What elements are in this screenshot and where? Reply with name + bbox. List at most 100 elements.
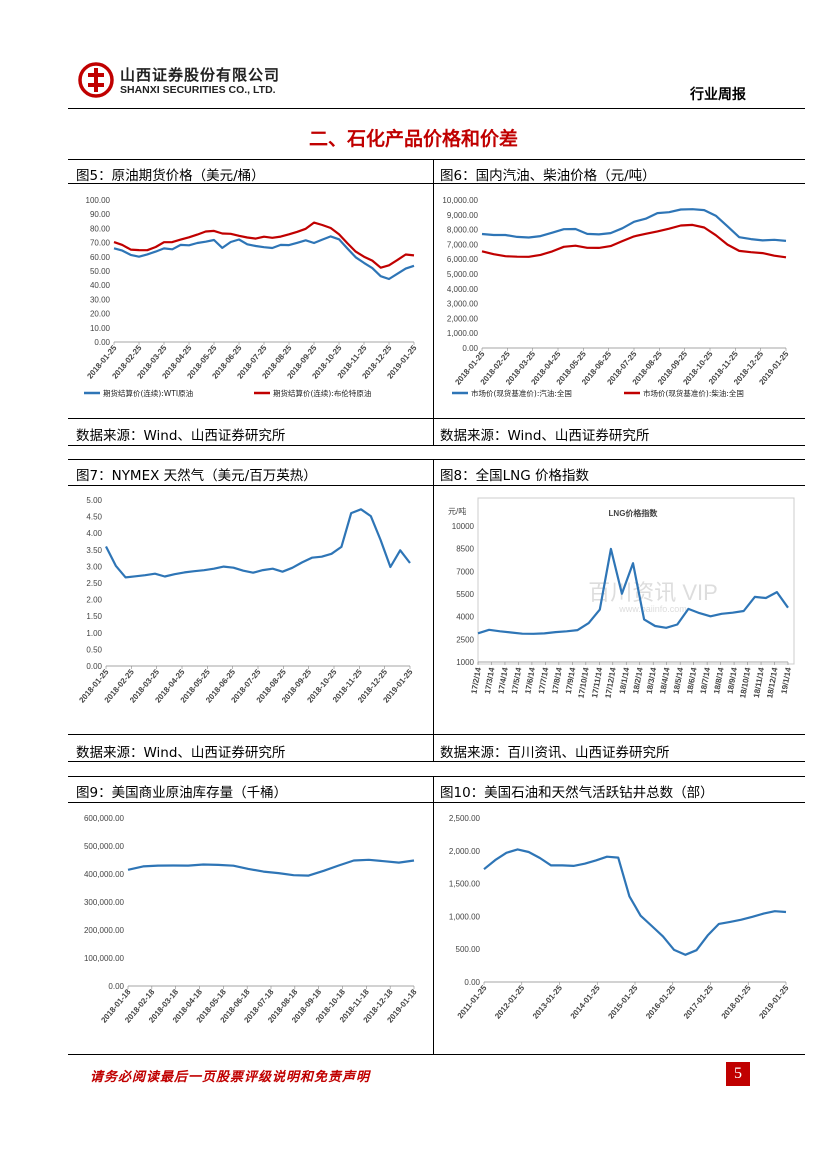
- series-line-0: [481, 208, 787, 242]
- y-tick-label: 0.00: [94, 338, 110, 347]
- fig5-chart: 0.00 10.00 20.00 30.00 40.00 50.00 60.00 70.00 8…: [84, 196, 419, 398]
- x-tick-label: 18/3/14: [645, 666, 659, 694]
- x-tick-label: 18/9/14: [726, 666, 740, 694]
- y-tick-label: 40.00: [90, 281, 111, 290]
- grid-rule: [68, 459, 805, 460]
- y-tick-label: 1,000.00: [447, 329, 479, 338]
- y-tick-label: 1,000.00: [449, 912, 481, 921]
- grid-rule: [68, 761, 805, 762]
- y-tick-label: 2500: [456, 635, 474, 644]
- x-tick-label: 17/8/14: [550, 666, 564, 694]
- header-rule: [68, 108, 805, 109]
- y-tick-label: 100,000.00: [84, 954, 125, 963]
- fig5-title: 图5：原油期货价格（美元/桶）: [76, 168, 265, 184]
- y-axis-label: 元/吨: [448, 506, 466, 516]
- series-line-1: [113, 221, 415, 269]
- x-tick-label: 18/5/14: [672, 666, 686, 694]
- y-tick-label: 8500: [456, 545, 474, 554]
- y-tick-label: 4000: [456, 613, 474, 622]
- x-tick-label: 18/2/14: [631, 666, 645, 694]
- y-tick-label: 2.00: [86, 596, 102, 605]
- x-tick-label: 18/8/14: [712, 666, 726, 694]
- fig7-source: 数据来源：Wind、山西证券研究所: [76, 745, 286, 761]
- y-tick-label: 5.00: [86, 496, 102, 505]
- company-name-cn: 山西证券股份有限公司: [120, 66, 281, 84]
- x-tick-label: 2014-01-25: [569, 983, 603, 1021]
- y-tick-label: 60.00: [90, 253, 111, 262]
- y-tick-label: 9,000.00: [447, 211, 479, 220]
- y-tick-label: 4.00: [86, 529, 102, 538]
- series-line-0: [477, 547, 789, 635]
- x-tick-label: 17/3/14: [483, 666, 497, 694]
- legend-label: 市场价(现货基准价):柴油:全国: [643, 388, 744, 398]
- series-line-1: [481, 223, 787, 259]
- y-tick-label: 2,000.00: [449, 847, 481, 856]
- y-tick-label: 100.00: [86, 196, 111, 205]
- grid-rule: [68, 1054, 805, 1055]
- y-tick-label: 10000: [452, 522, 475, 531]
- x-tick-label: 18/7/14: [699, 666, 713, 694]
- y-tick-label: 2,500.00: [449, 814, 481, 823]
- legend-label: 期货结算价(连续):WTI原油: [103, 388, 193, 398]
- grid-rule: [68, 445, 805, 446]
- y-tick-label: 0.00: [108, 982, 124, 991]
- x-tick-label: 18/10/14: [738, 666, 752, 699]
- y-tick-label: 2.50: [86, 579, 102, 588]
- y-tick-label: 600,000.00: [84, 814, 125, 823]
- x-tick-label: 17/2/14: [469, 666, 483, 694]
- x-tick-label: 18/1/14: [618, 666, 632, 694]
- y-tick-label: 4.50: [86, 513, 102, 522]
- y-tick-label: 4,000.00: [447, 285, 479, 294]
- y-tick-label: 2,000.00: [447, 314, 479, 323]
- x-tick-label: 18/6/14: [685, 666, 699, 694]
- grid-rule: [68, 802, 805, 803]
- fig6-title: 图6：国内汽油、柴油价格（元/吨）: [440, 168, 656, 184]
- y-tick-label: 10,000.00: [442, 196, 478, 205]
- fig10-chart: 0.00 500.00 1,000.00 1,500.00 2,000.00 2,500.…: [449, 814, 791, 1021]
- y-tick-label: 500,000.00: [84, 842, 125, 851]
- x-tick-label: 17/5/14: [510, 666, 524, 694]
- watermark-sub: www.baiinfo.com: [618, 604, 687, 614]
- y-tick-label: 7,000.00: [447, 240, 479, 249]
- series-line-0: [113, 235, 415, 281]
- x-tick-label: 2016-01-25: [644, 983, 678, 1021]
- grid-rule: [68, 734, 805, 735]
- logo-emblem-icon: [78, 62, 114, 98]
- fig8-title: 图8：全国LNG 价格指数: [440, 468, 589, 484]
- chart-title: LNG价格指数: [609, 508, 659, 518]
- x-tick-label: 2015-01-25: [606, 983, 640, 1021]
- fig9-title: 图9：美国商业原油库存量（千桶）: [76, 785, 288, 801]
- y-tick-label: 1.00: [86, 629, 102, 638]
- x-tick-label: 2019-01-25: [757, 983, 791, 1021]
- grid-rule: [68, 183, 805, 184]
- fig6-source: 数据来源：Wind、山西证券研究所: [440, 428, 650, 444]
- fig7-title: 图7：NYMEX 天然气（美元/百万英热）: [76, 468, 317, 484]
- grid-divider: [433, 159, 434, 445]
- y-tick-label: 50.00: [90, 267, 111, 276]
- x-tick-label: 2018-01-25: [720, 983, 754, 1021]
- x-tick-label: 2013-01-25: [531, 983, 565, 1021]
- legend-label: 期货结算价(连续):布伦特原油: [273, 388, 371, 398]
- legend-label: 市场价(现货基准价):汽油:全国: [471, 388, 572, 398]
- y-tick-label: 10.00: [90, 324, 111, 333]
- x-tick-label: 17/6/14: [523, 666, 537, 694]
- fig5-source: 数据来源：Wind、山西证券研究所: [76, 428, 286, 444]
- y-tick-label: 5500: [456, 590, 474, 599]
- y-tick-label: 6,000.00: [447, 255, 479, 264]
- y-tick-label: 0.50: [86, 645, 102, 654]
- x-tick-label: 18/4/14: [658, 666, 672, 694]
- y-tick-label: 20.00: [90, 310, 111, 319]
- y-tick-label: 90.00: [90, 210, 111, 219]
- page-number: 5: [726, 1062, 750, 1086]
- grid-rule: [68, 418, 805, 419]
- fig9-chart: 0.00 100,000.00 200,000.00 300,000.00 400,00…: [84, 814, 419, 1025]
- y-tick-label: 70.00: [90, 239, 111, 248]
- x-tick-label: 17/12/14: [603, 666, 617, 699]
- company-logo: [78, 62, 114, 98]
- x-tick-label: 17/4/14: [496, 666, 510, 694]
- y-tick-label: 400,000.00: [84, 870, 125, 879]
- series-line-0: [483, 848, 787, 956]
- watermark: 百川资讯 VIP: [588, 580, 718, 605]
- x-tick-label: 18/12/14: [765, 666, 779, 699]
- x-tick-label: 17/10/14: [577, 666, 591, 699]
